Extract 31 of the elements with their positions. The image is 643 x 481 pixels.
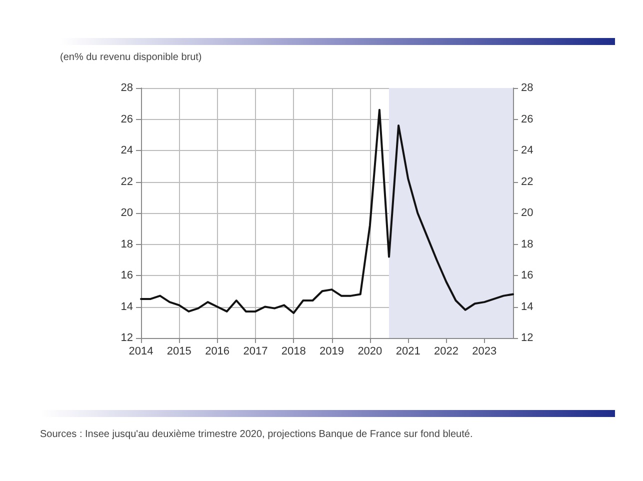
line-series [140,108,514,314]
y2-tick-label: 16 [521,270,534,282]
x-tick-label: 2014 [128,346,154,358]
x-tick-label: 2016 [205,346,230,358]
source-note: Sources : Insee jusqu'au deuxième trimestre 2020, projections Banque de France sur fond bleuté. [40,428,474,442]
x-tick-label: 2023 [472,346,497,358]
y2-tick-label: 14 [521,300,534,313]
chart-title: (en% du revenu disponible brut) [60,52,202,63]
y2-tick-label: 20 [521,207,534,219]
y-tick-label: 20 [120,207,133,219]
y-tick-label: 28 [120,82,133,94]
x-tick-label: 2018 [281,346,306,358]
y2-tick-label: 18 [521,238,534,250]
x-tick-label: 2015 [166,346,192,358]
x-tick-label: 2019 [320,346,344,358]
y-tick-label: 22 [120,176,133,188]
y2-tick-label: 24 [521,144,534,156]
y-tick-label: 18 [120,238,133,250]
x-tick-label: 2020 [358,346,382,358]
x-tick-label: 2017 [243,346,268,358]
y-tick-label: 12 [120,332,133,344]
y-tick-label: 14 [120,300,133,313]
y-tick-label: 16 [120,270,133,282]
x-tick-label: 2021 [396,346,420,358]
x-tick-label: 2022 [434,346,458,358]
y-tick-label: 26 [120,113,133,126]
y2-tick-label: 26 [521,113,534,126]
y2-tick-label: 22 [521,176,534,188]
y2-tick-label: 12 [521,332,534,344]
y-tick-label: 24 [120,144,133,156]
y2-tick-label: 28 [521,82,534,94]
